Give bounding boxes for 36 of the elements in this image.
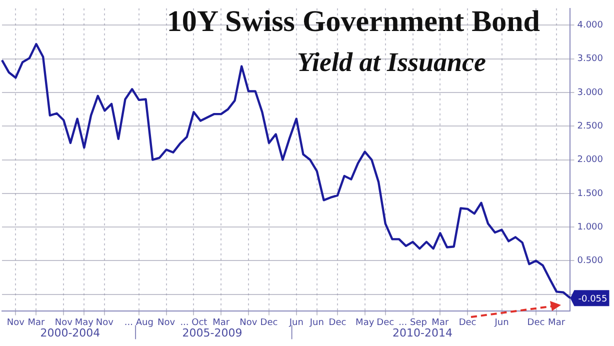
x-tick-label: Nov [158, 318, 176, 328]
data-label: -0.055 [578, 294, 608, 304]
y-tick-label: 4.000 [577, 20, 604, 31]
y-tick-label: 3.000 [577, 88, 604, 98]
x-tick-label: Dec [376, 318, 394, 328]
x-tick-label: Mar [432, 318, 449, 328]
x-tick-label: Dec [260, 318, 278, 328]
chart-title: 10Y Swiss Government Bond [166, 4, 540, 40]
text: 2000-2004 [40, 326, 100, 340]
x-tick-label: Mar [28, 318, 46, 328]
x-tick-label: Jun [494, 318, 509, 328]
y-tick-label: 2.000 [577, 155, 604, 166]
y-tick-label: 2.500 [577, 122, 604, 132]
x-tick-label: Mar [548, 318, 566, 328]
x-tick-label: Dec [527, 318, 545, 328]
x-tick-label: Nov [6, 318, 26, 328]
x-tick-label: Nov [96, 318, 114, 328]
x-tick-label: Jun [288, 318, 304, 328]
x-tick-label: May [74, 318, 94, 328]
text: 2010-2014 [392, 326, 452, 340]
x-tick-label: Dec [328, 318, 346, 328]
x-tick-label: May [356, 318, 375, 328]
y-tick-label: 1.500 [577, 188, 604, 199]
text: 2005-2009 [182, 326, 242, 340]
x-tick-label: Dec [458, 318, 476, 328]
x-tick-label: ... Aug [124, 318, 154, 328]
x-tick-label: Mar [212, 318, 230, 328]
x-tick-label: Nov [54, 318, 74, 328]
x-tick-label: Jun [308, 318, 324, 328]
x-tick-label: ... Sep [398, 318, 428, 328]
y-tick-label: 1.000 [577, 222, 604, 232]
x-tick-label: ... Oct [180, 318, 208, 328]
y-tick-label: 0.500 [577, 256, 604, 266]
x-tick-label: Nov [240, 318, 258, 328]
text: Yield at Issuance [296, 46, 486, 79]
y-tick-label: 3.500 [577, 54, 604, 64]
